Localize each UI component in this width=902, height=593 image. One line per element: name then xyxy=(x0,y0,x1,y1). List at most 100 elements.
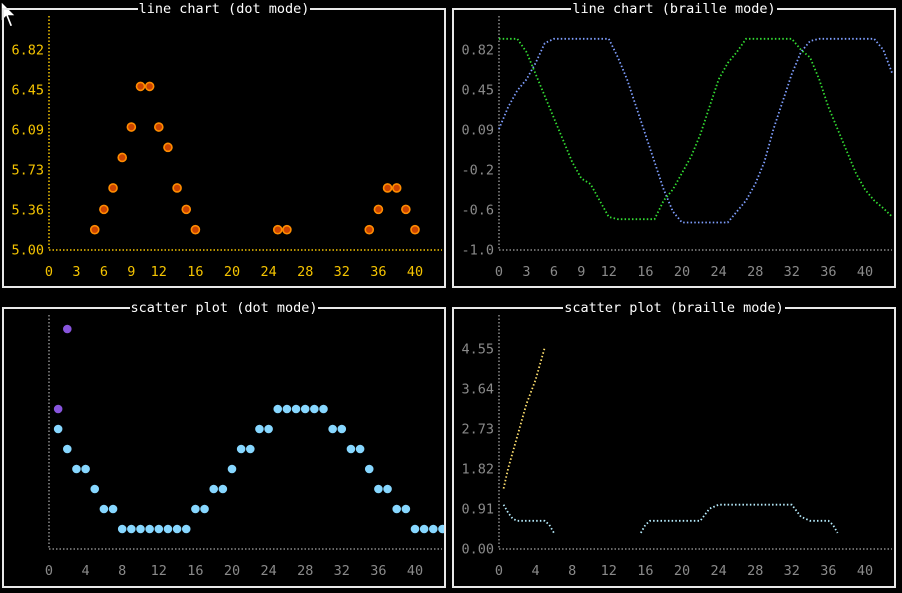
x-tick-label: 40 xyxy=(857,563,873,579)
series-line xyxy=(502,504,555,534)
line-dot-chart: 6.826.456.095.735.365.000 3 6 9 12 16 20 24 28 32… xyxy=(11,16,442,280)
data-point xyxy=(410,524,420,534)
data-point xyxy=(191,504,200,514)
y-tick-label: -0.2 xyxy=(461,163,494,179)
x-tick-label: 20 xyxy=(224,563,240,579)
data-point xyxy=(144,81,155,92)
data-point xyxy=(272,224,283,235)
x-tick-label: 3 xyxy=(72,264,80,280)
scatter-braille-chart: 4.55 3.64 2.73 1.82 0.91 0.000 4 8 12 16 20 24 28 32 3… xyxy=(461,315,892,579)
y-tick-label: 0.45 xyxy=(461,83,494,99)
data-point xyxy=(63,444,72,454)
data-point xyxy=(246,444,255,454)
data-point xyxy=(163,142,173,153)
x-tick-label: 16 xyxy=(637,264,653,280)
x-tick-label: 16 xyxy=(187,264,203,280)
x-tick-label: 0 xyxy=(495,264,503,280)
x-tick-label: 36 xyxy=(820,264,836,280)
x-tick-label: 0 xyxy=(45,264,53,280)
data-point xyxy=(282,224,292,235)
data-point xyxy=(72,464,81,474)
data-point xyxy=(145,524,154,534)
y-tick-label: 6.82 xyxy=(11,43,44,59)
data-point xyxy=(90,484,100,494)
data-point xyxy=(172,524,182,534)
y-tick-label: 2.73 xyxy=(461,422,494,438)
x-tick-label: 28 xyxy=(297,264,313,280)
data-point xyxy=(53,424,63,434)
x-tick-label: 28 xyxy=(747,264,763,280)
data-point xyxy=(172,183,182,193)
x-tick-label: 12 xyxy=(601,264,617,280)
data-point xyxy=(401,204,411,215)
data-point xyxy=(264,424,273,434)
x-tick-label: 40 xyxy=(857,264,873,280)
x-tick-label: 24 xyxy=(260,264,276,280)
data-point xyxy=(383,484,392,494)
data-point xyxy=(209,484,218,494)
x-tick-label: 12 xyxy=(151,264,167,280)
data-point xyxy=(310,404,319,414)
data-point xyxy=(99,504,109,514)
x-tick-label: 40 xyxy=(407,264,423,280)
y-tick-label: 6.09 xyxy=(11,123,44,139)
series-line xyxy=(502,347,546,489)
data-point xyxy=(135,81,146,92)
data-point xyxy=(218,484,228,494)
x-tick-label: 9 xyxy=(127,264,135,280)
y-tick-label: -0.6 xyxy=(461,203,494,219)
data-point xyxy=(181,204,192,215)
data-point xyxy=(328,424,337,434)
data-point xyxy=(273,404,283,414)
x-tick-label: 0 xyxy=(495,563,503,579)
data-point xyxy=(117,152,127,163)
x-tick-label: 4 xyxy=(82,563,90,579)
y-tick-label: 4.55 xyxy=(461,342,494,358)
data-point xyxy=(346,444,356,454)
x-tick-label: 24 xyxy=(710,563,726,579)
data-point xyxy=(364,464,374,474)
x-tick-label: 12 xyxy=(151,563,167,579)
data-point xyxy=(291,404,301,414)
y-tick-label: 0.91 xyxy=(461,502,494,518)
x-tick-label: 6 xyxy=(100,264,108,280)
y-tick-label: 5.73 xyxy=(11,163,44,179)
x-tick-label: 0 xyxy=(45,563,53,579)
x-tick-label: 28 xyxy=(747,563,763,579)
data-point xyxy=(337,424,347,434)
x-tick-label: 36 xyxy=(370,563,386,579)
y-tick-label: 0.09 xyxy=(461,123,494,139)
mouse-cursor-icon xyxy=(0,0,18,28)
data-point xyxy=(108,504,118,514)
x-tick-label: 8 xyxy=(118,563,126,579)
data-point xyxy=(108,183,118,193)
data-point xyxy=(154,122,164,132)
x-tick-label: 20 xyxy=(674,563,690,579)
x-tick-label: 32 xyxy=(784,563,800,579)
data-point xyxy=(127,524,136,534)
x-tick-label: 24 xyxy=(710,264,726,280)
data-point xyxy=(401,504,411,514)
data-point xyxy=(373,204,384,215)
y-tick-label: 5.00 xyxy=(11,243,44,259)
data-point xyxy=(53,404,63,414)
data-point xyxy=(355,444,365,454)
data-point xyxy=(374,484,383,494)
data-point xyxy=(364,224,375,235)
y-tick-label: 1.82 xyxy=(461,462,494,478)
data-point xyxy=(282,404,292,414)
data-point xyxy=(136,524,145,534)
data-point xyxy=(99,204,109,215)
data-point xyxy=(255,424,264,434)
data-point xyxy=(200,504,209,514)
data-point xyxy=(438,524,444,534)
data-point xyxy=(81,464,90,474)
x-tick-label: 32 xyxy=(334,264,350,280)
x-tick-label: 32 xyxy=(334,563,350,579)
series-line xyxy=(498,37,894,224)
data-point xyxy=(154,524,164,534)
x-tick-label: 20 xyxy=(674,264,690,280)
scatter-dot-chart: 0 4 8 12 16 20 24 28 32 36 40 xyxy=(45,315,444,579)
x-tick-label: 40 xyxy=(407,563,423,579)
data-point xyxy=(419,524,429,534)
